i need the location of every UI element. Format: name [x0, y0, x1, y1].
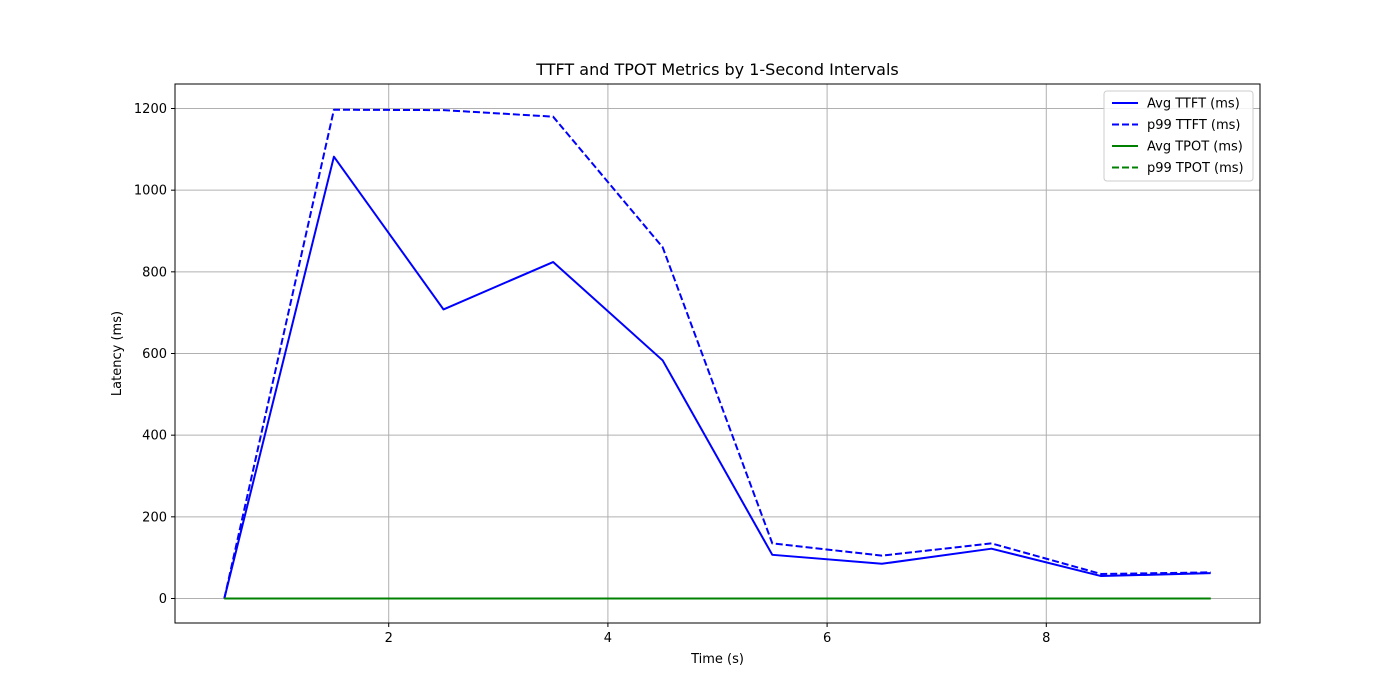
x-axis-label: Time (s): [690, 652, 744, 667]
x-tick-label: 6: [823, 631, 831, 646]
legend-label-3: Avg TPOT (ms): [1147, 140, 1243, 155]
tick-layer: 2 4 6 8 0 200 400 600 800 1000 1200: [134, 102, 1051, 646]
y-tick-label: 0: [159, 592, 167, 607]
y-tick-label: 200: [142, 510, 167, 525]
y-tick-label: 800: [142, 265, 167, 280]
y-tick-label: 400: [142, 429, 167, 444]
y-tick-label: 600: [142, 347, 167, 362]
y-tick-label: 1000: [134, 184, 167, 199]
legend-box: [1103, 90, 1254, 182]
chart-title: TTFT and TPOT Metrics by 1-Second Interv…: [535, 60, 899, 79]
x-tick-label: 8: [1042, 631, 1050, 646]
y-tick-label: 1200: [134, 102, 167, 117]
series-line-2: [223, 108, 1211, 599]
x-tick-label: 4: [604, 631, 612, 646]
series-line-1: [223, 155, 1211, 599]
legend: Avg TTFT (ms) p99 TTFT (ms) Avg TPOT (ms) p…: [1103, 90, 1254, 182]
y-axis-label: Latency (ms): [110, 311, 125, 396]
grid-layer: [175, 84, 1260, 623]
series-layer: [223, 108, 1211, 600]
x-tick-label: 2: [385, 631, 393, 646]
legend-label-1: Avg TTFT (ms): [1147, 97, 1240, 112]
legend-label-2: p99 TTFT (ms): [1147, 118, 1240, 133]
legend-label-4: p99 TPOT (ms): [1147, 161, 1244, 176]
